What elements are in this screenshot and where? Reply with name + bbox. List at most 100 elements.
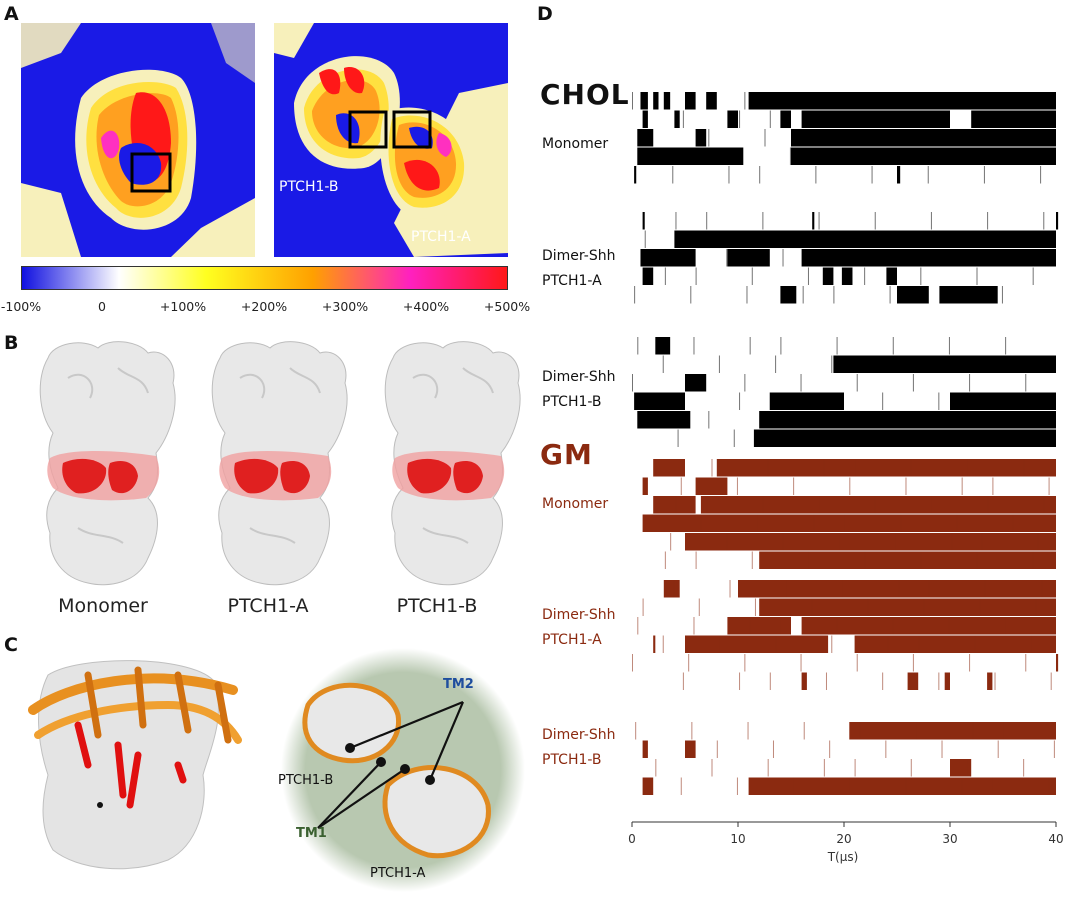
contact-flicker (762, 496, 764, 514)
contact-flicker (956, 230, 958, 248)
contact-flicker (910, 459, 912, 477)
contact-flicker (994, 392, 996, 410)
contact-flicker (882, 392, 884, 410)
contact-flicker (780, 337, 782, 355)
contact-flicker (820, 411, 822, 429)
contact-flicker (644, 230, 646, 248)
contact-flicker (887, 355, 889, 373)
contact-flicker (894, 249, 896, 267)
contact-flicker (764, 129, 766, 147)
contact-flicker (736, 477, 738, 495)
contact-segment (727, 249, 770, 267)
gm-group-label: Dimer-Shh (542, 607, 616, 623)
contact-flicker (854, 459, 856, 477)
contact-segment (685, 374, 707, 392)
contact-flicker (782, 533, 784, 551)
dimer-top-view (281, 648, 525, 892)
x-tick-label: 10 (730, 832, 746, 846)
contact-flicker (700, 514, 702, 532)
contact-flicker (849, 477, 851, 495)
contact-flicker (800, 374, 802, 392)
contact-flicker (912, 654, 914, 672)
contact-flicker (905, 777, 907, 795)
contact-segment (780, 286, 797, 304)
contact-flicker (1053, 740, 1055, 758)
contact-flicker (1001, 286, 1003, 304)
contact-flicker (757, 230, 759, 248)
ptch1-a-label: PTCH1-A (370, 866, 426, 881)
contact-flicker (744, 654, 746, 672)
contact-flicker (948, 617, 950, 635)
contact-flicker (916, 722, 918, 740)
contact-flicker (793, 477, 795, 495)
contact-flicker (802, 286, 804, 304)
colorbar-tick: -100% (0, 299, 42, 314)
contact-flicker (749, 337, 751, 355)
contact-flicker (930, 496, 932, 514)
gm-group-label: PTCH1-B (542, 752, 602, 768)
contact-flicker (974, 355, 976, 373)
contact-flicker (992, 477, 994, 495)
contact-flicker (876, 129, 878, 147)
colorbar-tick: +300% (321, 299, 369, 314)
contact-flicker (682, 110, 684, 128)
contact-flicker (969, 374, 971, 392)
contact-flicker (854, 759, 856, 777)
contact-flicker (969, 92, 971, 110)
contact-segment (801, 672, 807, 690)
contact-segment (897, 286, 929, 304)
contact-flicker (910, 759, 912, 777)
contact-flicker (673, 580, 675, 598)
contact-segment (653, 635, 656, 653)
contact-segment (801, 110, 950, 128)
contact-flicker (1050, 672, 1052, 690)
gm-group-label: Dimer-Shh (542, 727, 616, 743)
contact-flicker (711, 759, 713, 777)
contact-flicker (726, 533, 728, 551)
contact-flicker (682, 672, 684, 690)
contact-segment (642, 777, 654, 795)
contact-flicker (1037, 249, 1039, 267)
contact-segment (642, 740, 648, 758)
contact-flicker (876, 411, 878, 429)
contact-flicker (1019, 411, 1021, 429)
contact-flicker (874, 212, 876, 230)
contact-flicker (682, 392, 684, 410)
x-axis-label: T(μs) (827, 850, 859, 864)
contact-flicker (981, 249, 983, 267)
contact-flicker (700, 230, 702, 248)
contact-flicker (900, 230, 902, 248)
contact-segment (695, 477, 728, 495)
contact-segment (849, 722, 1056, 740)
contact-flicker (833, 286, 835, 304)
contact-flicker (1041, 580, 1043, 598)
contact-segment (716, 459, 1056, 477)
timeline-series (632, 337, 1056, 447)
contact-flicker (800, 654, 802, 672)
contact-flicker (902, 429, 904, 447)
contact-flicker (769, 672, 771, 690)
contact-flicker (716, 740, 718, 758)
protein-lipid-side-view (28, 660, 242, 870)
protein-label: Monomer (58, 595, 148, 617)
panel-letter-a: A (4, 3, 19, 25)
contact-segment (841, 267, 853, 285)
colorbar-tick: +200% (240, 299, 288, 314)
protein-label: PTCH1-B (396, 595, 478, 617)
contact-flicker (987, 212, 989, 230)
contact-flicker (1043, 496, 1045, 514)
contact-flicker (793, 777, 795, 795)
contact-segment (634, 166, 637, 184)
contact-flicker (836, 617, 838, 635)
contact-flicker (769, 392, 771, 410)
panel-letter-b: B (4, 332, 19, 354)
contact-flicker (642, 598, 644, 616)
contact-flicker (918, 355, 920, 373)
contact-segment (780, 110, 791, 128)
contact-flicker (856, 654, 858, 672)
contact-segment (674, 230, 1056, 248)
contact-flicker (751, 551, 753, 569)
density-map-monomer (21, 23, 255, 257)
contact-flicker (981, 533, 983, 551)
